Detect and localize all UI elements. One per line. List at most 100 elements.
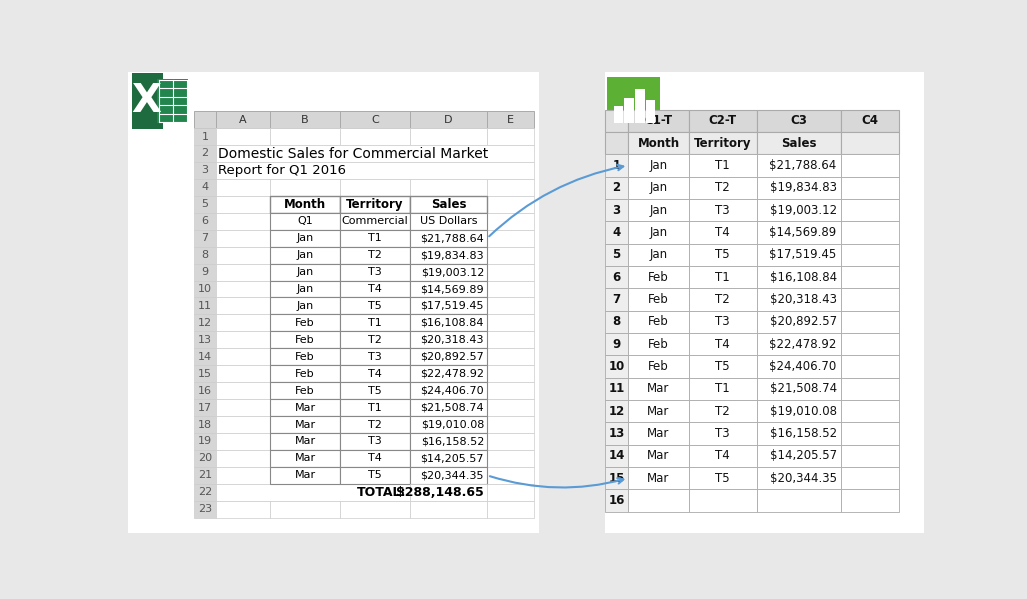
Text: C: C — [371, 114, 379, 125]
Text: 15: 15 — [608, 471, 624, 485]
Bar — [410, 501, 487, 518]
Bar — [270, 416, 340, 433]
Text: 4: 4 — [201, 182, 208, 192]
Bar — [216, 331, 270, 348]
Bar — [487, 484, 534, 501]
Text: $22,478.92: $22,478.92 — [420, 369, 484, 379]
Bar — [487, 264, 534, 280]
Bar — [841, 489, 899, 512]
Text: T1: T1 — [368, 233, 382, 243]
Bar — [340, 213, 410, 230]
Bar — [270, 450, 340, 467]
Text: Q1: Q1 — [297, 216, 313, 226]
Bar — [410, 416, 487, 433]
Bar — [605, 288, 629, 310]
Bar — [216, 348, 270, 365]
Bar — [841, 377, 899, 400]
Bar — [216, 128, 270, 145]
Text: 19: 19 — [198, 437, 213, 446]
Bar — [194, 331, 216, 348]
Bar — [270, 348, 340, 365]
Bar — [689, 355, 757, 377]
Text: 11: 11 — [609, 382, 624, 395]
Bar — [340, 433, 410, 450]
Bar — [270, 247, 340, 264]
Bar — [487, 331, 534, 348]
Text: Jan: Jan — [297, 250, 313, 260]
Text: T3: T3 — [716, 315, 730, 328]
Bar — [689, 266, 757, 288]
Text: T4: T4 — [368, 369, 382, 379]
Text: $16,158.52: $16,158.52 — [769, 427, 837, 440]
Bar — [757, 244, 841, 266]
Bar — [487, 501, 534, 518]
Bar — [841, 177, 899, 199]
Bar — [689, 400, 757, 422]
Text: Month: Month — [284, 198, 327, 211]
Text: T2: T2 — [716, 181, 730, 194]
Bar — [841, 288, 899, 310]
Text: T1: T1 — [716, 382, 730, 395]
Bar — [629, 310, 689, 333]
Bar — [340, 450, 410, 467]
Bar — [629, 355, 689, 377]
Bar — [757, 333, 841, 355]
Bar — [757, 110, 841, 132]
Text: Feb: Feb — [648, 271, 669, 283]
Bar — [270, 128, 340, 145]
Text: B: B — [301, 114, 309, 125]
Bar — [216, 467, 270, 484]
Text: $21,508.74: $21,508.74 — [769, 382, 837, 395]
Bar — [607, 77, 660, 129]
Text: T3: T3 — [716, 427, 730, 440]
Bar — [216, 484, 410, 501]
Bar — [487, 247, 534, 264]
Text: Domestic Sales for Commercial Market: Domestic Sales for Commercial Market — [219, 147, 489, 161]
Text: 3: 3 — [201, 165, 208, 176]
Bar — [410, 382, 487, 399]
Bar — [841, 333, 899, 355]
Bar — [757, 422, 841, 444]
Bar — [487, 179, 534, 196]
Bar — [629, 444, 689, 467]
Bar — [270, 399, 340, 416]
Bar — [841, 155, 899, 177]
Bar — [270, 111, 340, 128]
Bar — [270, 264, 340, 280]
Text: US Dollars: US Dollars — [420, 216, 478, 226]
Bar — [629, 266, 689, 288]
Bar — [216, 501, 270, 518]
Bar — [605, 355, 629, 377]
Text: 13: 13 — [198, 335, 213, 345]
Text: 15: 15 — [198, 369, 213, 379]
Text: T5: T5 — [716, 248, 730, 261]
Text: 13: 13 — [609, 427, 624, 440]
Text: C2-T: C2-T — [709, 114, 736, 127]
Text: 4: 4 — [612, 226, 620, 239]
Text: 5: 5 — [201, 199, 208, 209]
Text: 6: 6 — [201, 216, 208, 226]
Bar — [410, 264, 487, 280]
Bar — [270, 280, 340, 298]
Bar — [689, 155, 757, 177]
Text: 10: 10 — [198, 284, 213, 294]
Text: Sales: Sales — [781, 137, 816, 150]
Text: $16,158.52: $16,158.52 — [421, 437, 484, 446]
Bar — [216, 111, 270, 128]
Bar — [613, 106, 622, 123]
Bar — [629, 155, 689, 177]
Text: 2: 2 — [201, 149, 208, 159]
Text: Territory: Territory — [694, 137, 752, 150]
Bar — [410, 484, 487, 501]
Bar — [194, 348, 216, 365]
Bar — [216, 145, 534, 162]
Bar — [410, 280, 487, 298]
Text: T4: T4 — [716, 226, 730, 239]
Bar — [410, 365, 487, 382]
Text: Jan: Jan — [297, 284, 313, 294]
Text: TOTAL:: TOTAL: — [357, 486, 407, 499]
Text: 7: 7 — [612, 293, 620, 306]
Text: T2: T2 — [716, 293, 730, 306]
Bar — [216, 196, 270, 213]
Bar — [487, 467, 534, 484]
